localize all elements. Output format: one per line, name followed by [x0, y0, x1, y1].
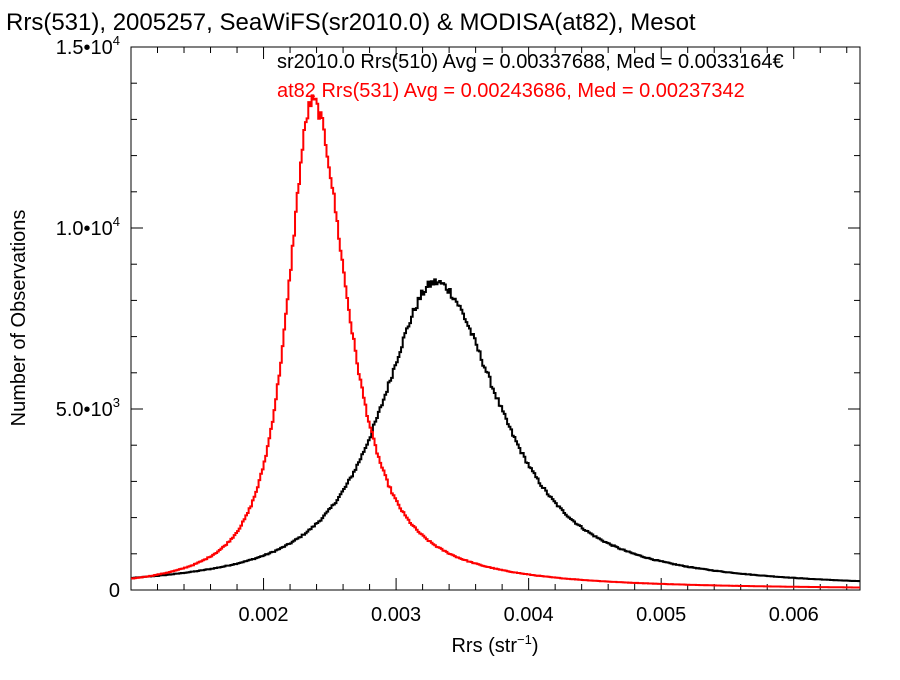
- y-tick-mantissa: 1.0•10: [56, 218, 113, 240]
- y-tick-label: 1.5•104: [56, 33, 120, 59]
- histogram-line-red: [131, 94, 860, 589]
- plot-area-frame: [130, 46, 861, 591]
- x-tick-label: 0.004: [504, 604, 554, 626]
- y-axis-label: Number of Observations: [8, 210, 30, 427]
- y-tick-exponent: 3: [113, 395, 120, 410]
- x-tick-label: 0.006: [769, 604, 819, 626]
- y-tick-mantissa: 1.5•10: [56, 37, 113, 59]
- legend-entry-black: sr2010.0 Rrs(510) Avg = 0.00337688, Med …: [277, 51, 784, 73]
- chart-title: Rrs(531), 2005257, SeaWiFS(sr2010.0) & M…: [6, 9, 696, 36]
- x-tick-label: 0.005: [636, 604, 686, 626]
- x-tick-label: 0.002: [239, 604, 289, 626]
- legend-entry-red: at82 Rrs(531) Avg = 0.00243686, Med = 0.…: [277, 80, 745, 102]
- x-axis-label: Rrs (str−1): [451, 632, 538, 657]
- x-tick-label: 0.003: [371, 604, 421, 626]
- y-tick-mantissa: 5.0•10: [56, 399, 113, 421]
- y-tick-label: 0: [109, 580, 120, 602]
- histogram-series: [131, 94, 860, 589]
- y-tick-label: 1.0•104: [56, 214, 120, 240]
- y-tick-exponent: 4: [113, 214, 120, 229]
- y-tick-mantissa: 0: [109, 580, 120, 602]
- x-axis-ticks: 0.002 0.003 0.004 0.005 0.006: [157, 47, 848, 626]
- histogram-line-black: [131, 278, 860, 583]
- y-tick-exponent: 4: [113, 33, 120, 48]
- y-tick-label: 5.0•103: [56, 395, 120, 421]
